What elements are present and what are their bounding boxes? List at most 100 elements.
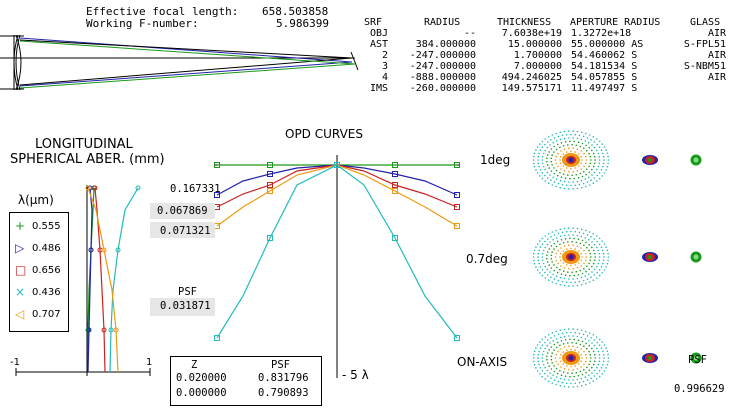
lsa-curve bbox=[87, 187, 93, 373]
spot-dot bbox=[553, 365, 555, 367]
spot-dot bbox=[541, 259, 544, 262]
lens-cell: 384.000000 bbox=[415, 39, 476, 50]
field-label-1deg: 1deg bbox=[480, 153, 511, 167]
spot-dot bbox=[578, 134, 581, 137]
legend-symbol-icon: ▷ bbox=[15, 241, 25, 255]
spot-dot bbox=[535, 246, 537, 248]
spot-dot bbox=[592, 136, 595, 138]
spot-dot bbox=[555, 178, 558, 180]
spot-dot bbox=[544, 235, 547, 237]
spot-dot bbox=[549, 271, 551, 273]
spot-dot bbox=[572, 130, 574, 132]
spot-dot bbox=[586, 366, 588, 369]
spot-dot bbox=[576, 346, 579, 349]
spot-dot bbox=[594, 155, 596, 158]
spot-dot bbox=[553, 335, 556, 337]
spot-dot bbox=[598, 162, 601, 165]
spot-dot bbox=[544, 277, 547, 279]
spot-dot bbox=[551, 231, 554, 233]
spot-dot bbox=[570, 281, 572, 284]
spot-dot bbox=[563, 267, 566, 269]
psf-row1-z: 0.020000 bbox=[176, 372, 227, 384]
legend-label: 0.707 bbox=[32, 309, 61, 320]
spot-dot bbox=[547, 182, 550, 184]
spot-dot bbox=[538, 165, 540, 168]
spot-diagrams bbox=[532, 130, 702, 388]
spot-dot bbox=[537, 155, 540, 158]
spot-dot bbox=[550, 160, 553, 163]
spot-dot bbox=[598, 140, 601, 143]
col-aperture: APERTURE RADIUS bbox=[570, 17, 661, 28]
spot-dot bbox=[539, 367, 542, 369]
spot-dot bbox=[583, 147, 585, 150]
spot-dot bbox=[550, 170, 553, 172]
spot-dot bbox=[564, 339, 567, 341]
spot-dot bbox=[572, 328, 574, 330]
spot-dot bbox=[553, 269, 556, 272]
spot-dot bbox=[607, 162, 609, 165]
spot-dot bbox=[546, 243, 549, 246]
lens-cell: -247.000000 bbox=[409, 50, 476, 61]
spot-dot bbox=[576, 267, 579, 269]
spot-dot bbox=[568, 345, 570, 348]
spot-dot bbox=[546, 160, 548, 163]
spot-dot bbox=[557, 279, 560, 282]
spot-dot bbox=[544, 180, 547, 182]
spot-dot bbox=[563, 137, 566, 140]
spot-dot bbox=[596, 174, 598, 177]
spot-dot bbox=[559, 243, 561, 246]
spot-dot bbox=[572, 137, 574, 139]
spot-dot bbox=[588, 165, 590, 168]
spot-dot bbox=[562, 250, 564, 252]
lsa-plot bbox=[15, 185, 151, 376]
spot-dot bbox=[560, 155, 562, 158]
spot-dot bbox=[557, 232, 560, 235]
spot-dot bbox=[570, 247, 572, 250]
spot-dot bbox=[571, 240, 573, 243]
spot-dot bbox=[602, 360, 605, 363]
spot-dot bbox=[560, 176, 563, 178]
spot-dot bbox=[574, 151, 576, 153]
spot-dot bbox=[591, 241, 593, 243]
spot-dot bbox=[568, 268, 570, 270]
spot-dot bbox=[539, 347, 542, 350]
spot-dot bbox=[602, 363, 604, 366]
spot-psf-value: 0.996629 bbox=[674, 383, 725, 395]
spot-dot bbox=[537, 256, 539, 258]
spot-dot bbox=[597, 262, 600, 265]
col-radius: RADIUS bbox=[424, 17, 461, 28]
opd-marker bbox=[392, 188, 398, 194]
spot-dot bbox=[533, 353, 535, 356]
spot-dot bbox=[585, 159, 588, 161]
spot-dot bbox=[578, 231, 581, 234]
spot-dot bbox=[576, 148, 579, 150]
spot-dot bbox=[548, 349, 550, 351]
spot-dot bbox=[588, 339, 590, 342]
spot-dot bbox=[581, 159, 583, 161]
spot-dot bbox=[561, 134, 564, 137]
spot-dot bbox=[560, 239, 563, 241]
spot-dot bbox=[595, 336, 598, 338]
spot-dot bbox=[575, 241, 578, 244]
spot-dot bbox=[549, 241, 551, 243]
spot-dot bbox=[564, 141, 567, 143]
spot-dot bbox=[563, 148, 566, 150]
spot-dot bbox=[542, 363, 545, 366]
spot-dot bbox=[569, 140, 571, 143]
spot-dot bbox=[553, 181, 556, 183]
spot-dot bbox=[598, 353, 601, 356]
spot-dot bbox=[555, 266, 558, 269]
spot-dot bbox=[607, 357, 610, 359]
spot-dot bbox=[541, 155, 544, 158]
spot-dot bbox=[559, 235, 562, 238]
spot-dot bbox=[544, 347, 546, 350]
spot-dot bbox=[589, 353, 592, 356]
spot-dot bbox=[592, 350, 595, 353]
spot-dot bbox=[539, 169, 542, 171]
spot-dot bbox=[577, 274, 580, 276]
spot-dot bbox=[544, 149, 546, 152]
spot-dot bbox=[569, 274, 571, 277]
spot-dot bbox=[566, 167, 568, 169]
spot-dot bbox=[555, 259, 557, 262]
